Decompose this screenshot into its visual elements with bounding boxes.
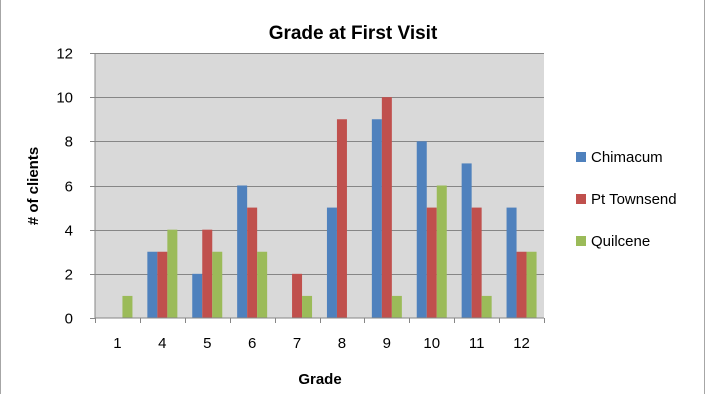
x-tick-label: 1 [113, 335, 121, 352]
bar-chimacum [147, 251, 158, 318]
bar-pt-townsend [202, 229, 213, 318]
chart-title: Grade at First Visit [269, 23, 438, 44]
legend-label: Chimacum [591, 149, 663, 166]
legend-label: Quilcene [591, 233, 650, 250]
bar-chimacum [192, 273, 203, 318]
bar-pt-townsend [157, 251, 168, 318]
bar-pt-townsend [426, 207, 437, 318]
x-tick-label: 9 [383, 335, 391, 352]
bar-quilcene [122, 295, 133, 318]
bar-pt-townsend [247, 207, 258, 318]
bar-quilcene [481, 295, 492, 318]
y-tick-label: 12 [56, 46, 73, 63]
bar-chimacum [237, 185, 248, 318]
bar-pt-townsend [516, 251, 527, 318]
bar-quilcene [167, 229, 178, 318]
bar-quilcene [212, 251, 223, 318]
bar-pt-townsend [471, 207, 482, 318]
legend-swatch [576, 194, 586, 204]
bar-pt-townsend [292, 273, 303, 318]
legend: Chimacum Pt Townsend Quilcene [576, 149, 677, 250]
x-tick-label: 5 [203, 335, 211, 352]
y-axis-ticks: 0 2 4 6 8 10 12 [56, 46, 95, 328]
legend-label: Pt Townsend [591, 191, 677, 208]
y-tick-label: 8 [65, 134, 73, 151]
bar-quilcene [526, 251, 537, 318]
bars [122, 97, 537, 319]
bar-chimacum [326, 207, 337, 318]
bar-chimacum [461, 163, 472, 318]
y-tick-label: 4 [65, 223, 73, 240]
x-tick-label: 12 [513, 335, 530, 352]
x-tick-label: 7 [293, 335, 301, 352]
bar-quilcene [257, 251, 268, 318]
y-tick-label: 0 [65, 311, 73, 328]
bar-chimacum [371, 119, 382, 318]
y-tick-label: 6 [65, 179, 73, 196]
bar-quilcene [302, 295, 313, 318]
x-tick-label: 8 [338, 335, 346, 352]
y-tick-label: 2 [65, 267, 73, 284]
x-axis-title: Grade [298, 371, 341, 388]
bar-chimacum [506, 207, 517, 318]
x-axis-ticks: 1 4 5 6 7 8 9 10 11 12 [95, 318, 545, 352]
legend-swatch [576, 152, 586, 162]
bar-quilcene [391, 295, 402, 318]
x-tick-label: 6 [248, 335, 256, 352]
x-tick-label: 11 [469, 335, 485, 352]
bar-pt-townsend [381, 97, 392, 319]
bar-quilcene [436, 185, 447, 318]
y-axis-title: # of clients [25, 147, 42, 225]
x-tick-label: 4 [158, 335, 166, 352]
x-tick-label: 10 [423, 335, 440, 352]
bar-chimacum [416, 141, 427, 318]
bar-pt-townsend [336, 119, 347, 318]
legend-swatch [576, 236, 586, 246]
y-tick-label: 10 [56, 90, 73, 107]
